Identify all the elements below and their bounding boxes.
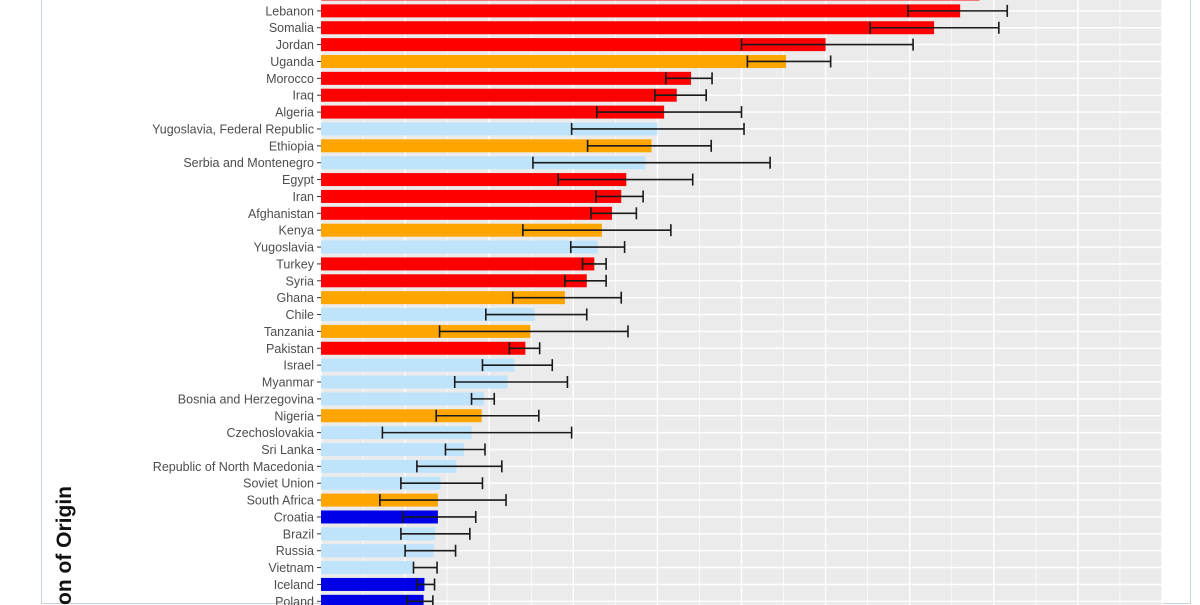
bar	[321, 375, 508, 389]
bar	[321, 189, 622, 203]
bar	[321, 71, 692, 85]
y-ticks-group	[317, 10, 321, 602]
bar	[321, 561, 414, 575]
y-tick-label: Nigeria	[274, 409, 314, 423]
y-tick-label: Chile	[286, 308, 315, 322]
bar	[321, 173, 627, 187]
y-tick-label: Uganda	[270, 55, 314, 69]
bar	[321, 156, 646, 170]
y-tick-labels-group: Lebanon Somalia Jordan Uganda Morocco Iraq Alg…	[152, 4, 315, 605]
bar	[321, 324, 531, 338]
bar	[321, 38, 826, 52]
y-tick-label: Tanzania	[264, 325, 314, 339]
y-tick-label: Croatia	[274, 510, 314, 524]
y-tick-label: Kenya	[279, 224, 314, 238]
y-tick-label: Lebanon	[265, 4, 314, 18]
bar	[321, 122, 658, 136]
bar	[321, 139, 652, 153]
y-tick-label: Bosnia and Herzegovina	[178, 392, 314, 406]
bar	[321, 476, 441, 490]
y-tick-label: South Africa	[247, 494, 314, 508]
y-tick-label: Algeria	[275, 106, 314, 120]
y-tick-label: Soviet Union	[243, 477, 314, 491]
y-tick-label: Jordan	[276, 38, 314, 52]
y-axis-title: on of Origin	[53, 486, 76, 605]
y-tick-label: Yugoslavia, Federal Republic	[152, 122, 314, 136]
bar	[321, 308, 535, 322]
y-tick-label: Iran	[292, 190, 314, 204]
chart-frame: Lebanon Somalia Jordan Uganda Morocco Iraq Alg…	[41, 0, 1191, 605]
bar	[321, 510, 438, 524]
bar	[321, 21, 935, 35]
y-tick-label: Sri Lanka	[261, 443, 314, 457]
bar	[321, 358, 515, 372]
y-tick-label: Morocco	[266, 72, 314, 86]
bars-group	[321, 0, 980, 605]
y-tick-label: Somalia	[269, 21, 314, 35]
bar	[321, 459, 457, 473]
bar	[321, 274, 587, 288]
bar	[321, 409, 482, 423]
y-tick-label: Russia	[276, 544, 314, 558]
bar	[321, 577, 425, 591]
error-bars-group	[379, 4, 1009, 605]
y-tick-label: Yugoslavia	[254, 241, 315, 255]
bar	[321, 105, 665, 119]
bar	[321, 54, 787, 68]
y-tick-label: Afghanistan	[248, 207, 314, 221]
bar	[321, 206, 612, 220]
y-tick-label: Vietnam	[268, 561, 314, 575]
bar	[321, 527, 436, 541]
y-tick-label: Israel	[283, 359, 314, 373]
bar	[321, 392, 485, 406]
bar	[321, 257, 595, 271]
y-tick-label: Serbia and Montenegro	[183, 156, 314, 170]
bar	[321, 341, 526, 355]
y-tick-label: Ghana	[276, 291, 314, 305]
bar	[321, 223, 602, 237]
y-tick-label: Brazil	[283, 527, 314, 541]
y-tick-label: Syria	[286, 274, 315, 288]
y-tick-label: Iceland	[274, 578, 314, 592]
y-tick-label: Turkey	[276, 257, 314, 271]
bar	[321, 0, 980, 1]
bar	[321, 88, 677, 102]
bar-chart: Lebanon Somalia Jordan Uganda Morocco Iraq Alg…	[53, 0, 1163, 605]
y-tick-label: Myanmar	[262, 376, 314, 390]
bar	[321, 240, 598, 254]
bar	[321, 4, 961, 18]
bar	[321, 442, 464, 456]
bar	[321, 291, 565, 305]
y-tick-label: Czechoslovakia	[226, 426, 314, 440]
y-tick-label: Ethiopia	[269, 139, 314, 153]
y-tick-label: Pakistan	[266, 342, 314, 356]
y-tick-label: Iraq	[292, 89, 314, 103]
y-tick-label: Republic of North Macedonia	[153, 460, 314, 474]
y-tick-label: Egypt	[282, 173, 314, 187]
